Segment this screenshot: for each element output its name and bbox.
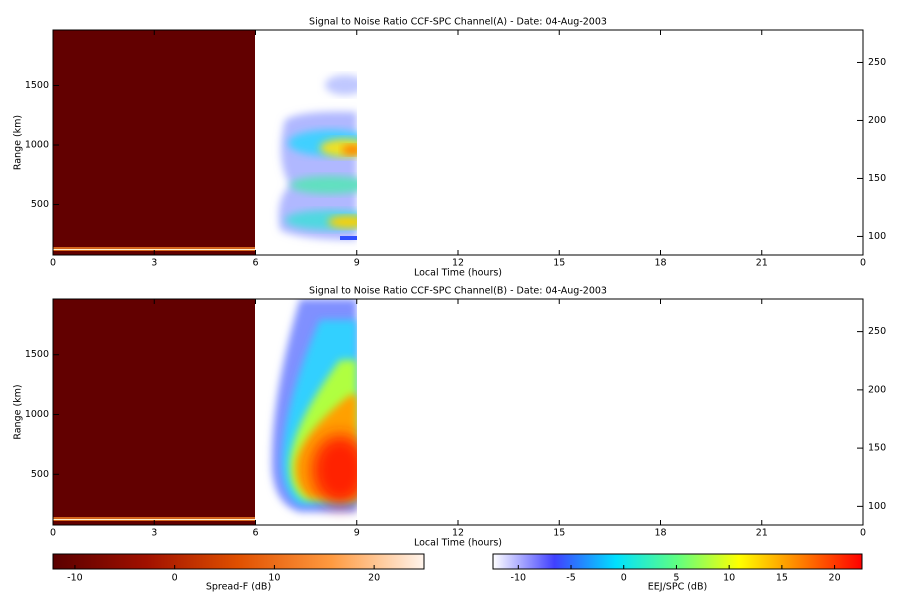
colorbar-tick-label: 20 [368,573,380,584]
x-tick-label: 12 [452,528,464,539]
colorbar-tick-label: -10 [511,573,527,584]
y2-tick-label: 100 [868,231,886,242]
y2-tick-label: 100 [868,501,886,512]
y2-tick-label: 250 [868,326,886,337]
colorbar-frame [52,553,425,570]
colorbar-tick-label: 0 [621,573,627,584]
chart-title: Signal to Noise Ratio CCF-SPC Channel(B)… [309,286,607,297]
colorbar-frame [492,553,863,570]
x-tick-label: 0 [860,528,866,539]
y2-tick-label: 200 [868,384,886,395]
x-tick-label: 0 [50,258,56,269]
x-tick-label: 18 [654,528,666,539]
colorbar-tick-label: 20 [829,573,841,584]
y-tick-label: 1500 [25,349,49,360]
colorbar-tick-label: -5 [566,573,575,584]
x-tick-label: 0 [860,258,866,269]
colorbar-tick-label: 15 [776,573,788,584]
colorbar-label: Spread-F (dB) [206,582,271,593]
x-tick-label: 6 [252,528,258,539]
x-axis-label: Local Time (hours) [414,538,502,549]
x-tick-label: 12 [452,258,464,269]
x-tick-label: 3 [151,258,157,269]
colorbar-label: EEJ/SPC (dB) [648,582,707,593]
colorbar-tick-label: -10 [67,573,83,584]
x-tick-label: 9 [354,528,360,539]
colorbar [53,554,424,569]
x-tick-label: 3 [151,528,157,539]
heatmap-image [53,30,357,255]
colorbar-tick-label: 0 [172,573,178,584]
y2-tick-label: 250 [868,57,886,68]
x-tick-label: 15 [553,258,565,269]
x-tick-label: 9 [354,258,360,269]
y-tick-label: 1000 [25,409,49,420]
y-axis-label: Range (km) [13,115,24,170]
y-tick-label: 1000 [25,140,49,151]
x-tick-label: 21 [756,258,768,269]
y2-tick-label: 200 [868,115,886,126]
x-tick-label: 15 [553,528,565,539]
y2-tick-label: 150 [868,173,886,184]
heatmap-image [53,299,357,525]
colorbar-tick-label: 10 [723,573,735,584]
colorbar [493,554,862,569]
chart-title: Signal to Noise Ratio CCF-SPC Channel(A)… [309,17,607,28]
y-axis-label: Range (km) [13,384,24,439]
x-tick-label: 18 [654,258,666,269]
colorbar-tick-label: 10 [268,573,280,584]
y2-tick-label: 150 [868,443,886,454]
x-axis-label: Local Time (hours) [414,268,502,279]
colorbar-tick-label: 5 [673,573,679,584]
y-tick-label: 500 [31,469,49,480]
x-tick-label: 21 [756,528,768,539]
x-tick-label: 0 [50,528,56,539]
y-tick-label: 500 [31,199,49,210]
x-tick-label: 6 [252,258,258,269]
y-tick-label: 1500 [25,80,49,91]
